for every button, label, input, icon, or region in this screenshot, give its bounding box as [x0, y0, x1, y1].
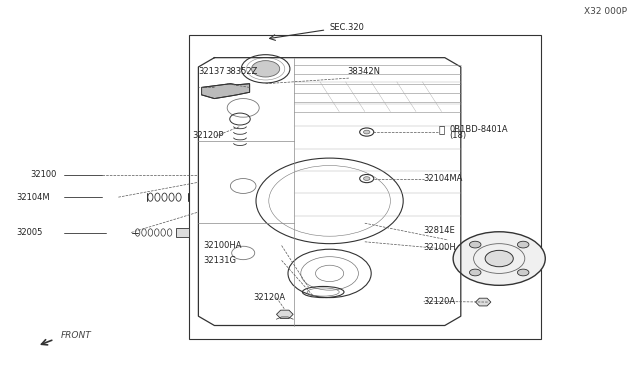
Text: 32100H: 32100H — [424, 243, 456, 252]
Circle shape — [453, 232, 545, 285]
Text: X32 000P: X32 000P — [584, 7, 627, 16]
Text: SEC.320: SEC.320 — [330, 23, 364, 32]
Text: 32005: 32005 — [16, 228, 42, 237]
Text: 32131G: 32131G — [204, 256, 237, 265]
Text: (18): (18) — [449, 131, 467, 140]
Text: 32104M: 32104M — [16, 193, 50, 202]
Bar — [176, 228, 189, 237]
Circle shape — [470, 241, 481, 248]
Text: 32137: 32137 — [198, 67, 225, 76]
Text: 32104MA: 32104MA — [424, 174, 463, 183]
Text: 32120P: 32120P — [192, 131, 223, 140]
Text: 32100HA: 32100HA — [204, 241, 242, 250]
Text: 32100: 32100 — [31, 170, 57, 179]
Circle shape — [517, 241, 529, 248]
Text: FRONT: FRONT — [61, 331, 92, 340]
Circle shape — [364, 177, 370, 180]
Circle shape — [364, 130, 370, 134]
Circle shape — [252, 61, 280, 77]
Text: 32120A: 32120A — [424, 297, 456, 306]
Text: 38352Z: 38352Z — [225, 67, 258, 76]
Text: 0B1BD-8401A: 0B1BD-8401A — [449, 125, 508, 134]
Text: 32814E: 32814E — [424, 226, 456, 235]
Text: 38342N: 38342N — [347, 67, 380, 76]
Text: Ⓑ: Ⓑ — [438, 125, 445, 134]
Circle shape — [485, 250, 513, 267]
Polygon shape — [202, 84, 250, 99]
Circle shape — [470, 269, 481, 276]
Text: 32120A: 32120A — [253, 293, 285, 302]
Bar — [189, 35, 541, 339]
Circle shape — [517, 269, 529, 276]
